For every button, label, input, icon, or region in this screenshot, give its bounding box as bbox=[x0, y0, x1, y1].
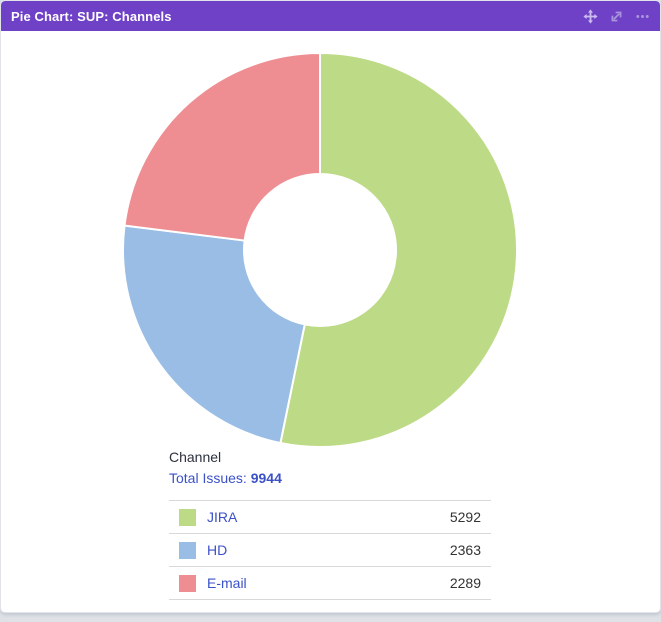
legend-table: JIRA 5292 HD 2363 E-mail 2289 bbox=[169, 500, 491, 600]
drag-icon[interactable] bbox=[583, 8, 598, 24]
pie-slice-e-mail[interactable] bbox=[123, 52, 321, 242]
legend-row: HD 2363 bbox=[169, 534, 491, 567]
expand-icon[interactable] bbox=[609, 9, 624, 24]
donut-chart bbox=[120, 50, 520, 450]
gadget-header[interactable]: Pie Chart: SUP: Channels bbox=[1, 1, 660, 31]
total-issues-value: 9944 bbox=[250, 470, 282, 486]
chart-category-label: Channel bbox=[169, 449, 222, 465]
legend-value: 2363 bbox=[449, 542, 481, 558]
total-issues-label: Total Issues: bbox=[169, 470, 247, 486]
total-issues-line: Total Issues: 9944 bbox=[169, 470, 282, 486]
legend-label-link[interactable]: HD bbox=[207, 542, 228, 558]
pie-slice-hd[interactable] bbox=[122, 224, 306, 444]
pie-slice-jira[interactable] bbox=[279, 52, 518, 448]
legend-swatch bbox=[179, 574, 196, 592]
legend-swatch bbox=[179, 541, 196, 559]
legend-row: E-mail 2289 bbox=[169, 567, 491, 600]
gadget-header-actions bbox=[583, 1, 650, 31]
legend-swatch bbox=[179, 508, 196, 526]
gadget-title: Pie Chart: SUP: Channels bbox=[11, 8, 172, 24]
legend-value: 5292 bbox=[449, 509, 481, 525]
legend-label-link[interactable]: JIRA bbox=[207, 509, 238, 525]
legend-value: 2289 bbox=[449, 575, 481, 591]
legend-row: JIRA 5292 bbox=[169, 501, 491, 534]
legend-label-link[interactable]: E-mail bbox=[207, 575, 247, 591]
more-options-icon[interactable] bbox=[635, 9, 650, 24]
